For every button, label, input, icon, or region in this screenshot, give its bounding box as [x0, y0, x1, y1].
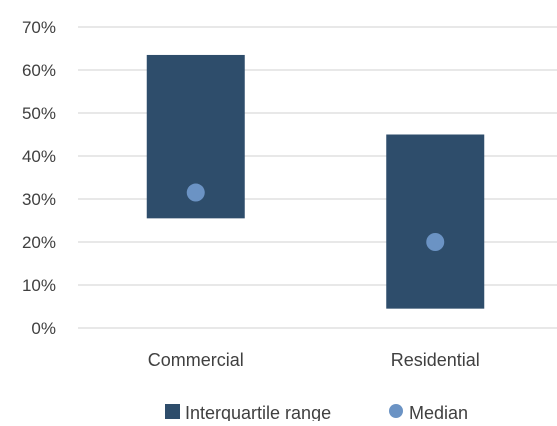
legend-label-interquartile-range: Interquartile range — [185, 403, 331, 421]
median-point-commercial — [186, 183, 205, 202]
y-axis-ticks: 0% 10% 20% 30% 40% 50% 60% 70% — [22, 18, 56, 338]
legend-swatch-median — [389, 404, 403, 418]
y-tick-label: 30% — [22, 190, 56, 209]
y-tick-label: 60% — [22, 61, 56, 80]
y-tick-label: 40% — [22, 147, 56, 166]
range-bar-residential — [386, 134, 485, 309]
category-label: Residential — [391, 350, 480, 370]
legend-label-median: Median — [409, 403, 468, 421]
median-markers — [186, 183, 445, 251]
median-point-residential — [426, 233, 445, 251]
y-tick-label: 50% — [22, 104, 56, 123]
y-tick-label: 20% — [22, 233, 56, 252]
legend-swatch-interquartile-range — [165, 404, 180, 419]
legend: Interquartile range Median — [165, 403, 468, 423]
category-labels: Commercial Residential — [148, 350, 480, 370]
y-tick-label: 10% — [22, 276, 56, 295]
y-tick-label: 70% — [22, 18, 56, 37]
y-tick-label: 0% — [31, 319, 56, 338]
category-label: Commercial — [148, 350, 244, 370]
range-bars — [146, 54, 485, 309]
